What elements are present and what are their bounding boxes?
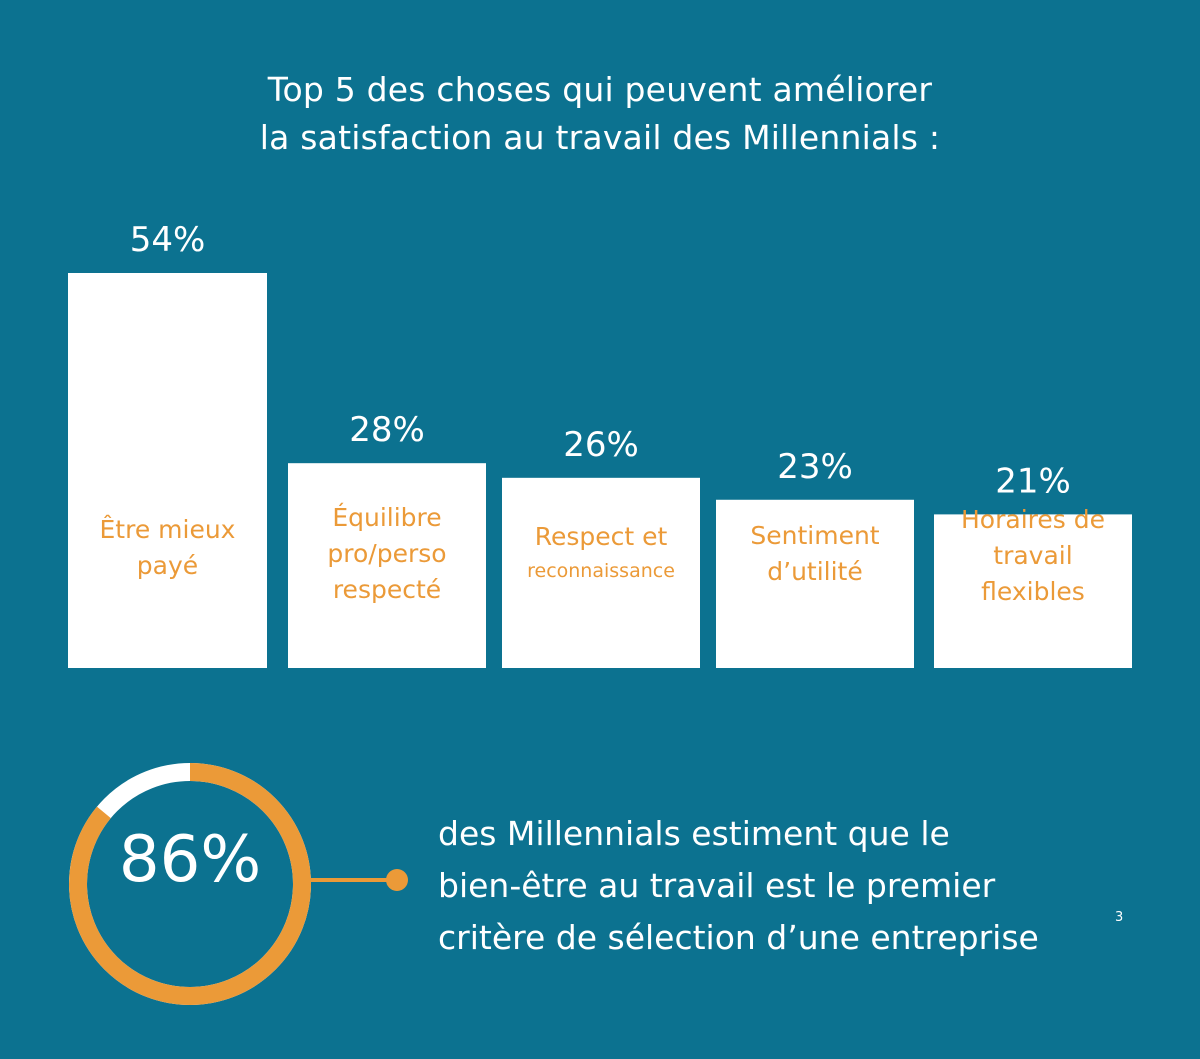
stat-description: des Millennials estiment que le bien-êtr… [438, 808, 1039, 964]
bar-value-label-1: 54% [130, 220, 206, 260]
bar-category-label-2: Équilibre pro/perso respecté [288, 495, 486, 613]
bar-3 [502, 477, 700, 668]
footnote-marker: 3 [1115, 910, 1124, 925]
chart-title: Top 5 des choses qui peuvent améliorer l… [0, 66, 1200, 162]
bar-value-label-3: 26% [563, 425, 639, 465]
bar-category-line: flexibles [981, 577, 1085, 606]
bar-1 [68, 273, 267, 668]
stat-line-2: bien-être au travail est le premier [438, 866, 996, 905]
bar-category-label-1: Être mieux payé [68, 507, 267, 589]
bar-category-line: pro/perso [327, 539, 447, 568]
bar-chart: 54% 28% 26% 23% 21% [68, 220, 1132, 668]
bar-category-label-3: Respect et reconnaissance [502, 512, 700, 594]
stat-line-3: critère de sélection d’une entreprise [438, 918, 1039, 957]
stat-line-1: des Millennials estiment que le [438, 814, 950, 853]
chart-title-line-2: la satisfaction au travail des Millennia… [259, 118, 941, 157]
bar-category-line: travail [993, 541, 1073, 570]
bar-category-line: payé [136, 551, 199, 580]
bar-category-label-5: Horaires de travail flexibles [934, 497, 1132, 615]
bar-category-line: Équilibre [332, 503, 442, 532]
percentage-ring [69, 763, 311, 1005]
bar-category-line: Sentiment [750, 521, 880, 550]
bar-value-label-5: 21% [995, 461, 1071, 501]
bar-category-label-4: Sentiment d’utilité [716, 513, 914, 595]
connector-dot [386, 869, 408, 891]
bar-5 [934, 514, 1132, 668]
bar-value-label-4: 23% [777, 447, 853, 487]
bar-category-line: reconnaissance [527, 560, 675, 582]
bar-category-line: respecté [332, 575, 442, 604]
ring-progress-arc [69, 763, 311, 1005]
bar-category-line: Respect et [534, 522, 668, 551]
bar-category-line: Être mieux [99, 515, 236, 544]
bar-2 [288, 463, 486, 668]
bar-4 [716, 499, 914, 668]
bar-category-line: Horaires de [961, 505, 1105, 534]
bar-value-label-2: 28% [349, 410, 425, 450]
bar-category-line: d’utilité [767, 557, 863, 586]
ring-value: 86% [118, 823, 262, 897]
chart-title-line-1: Top 5 des choses qui peuvent améliorer [267, 70, 933, 109]
